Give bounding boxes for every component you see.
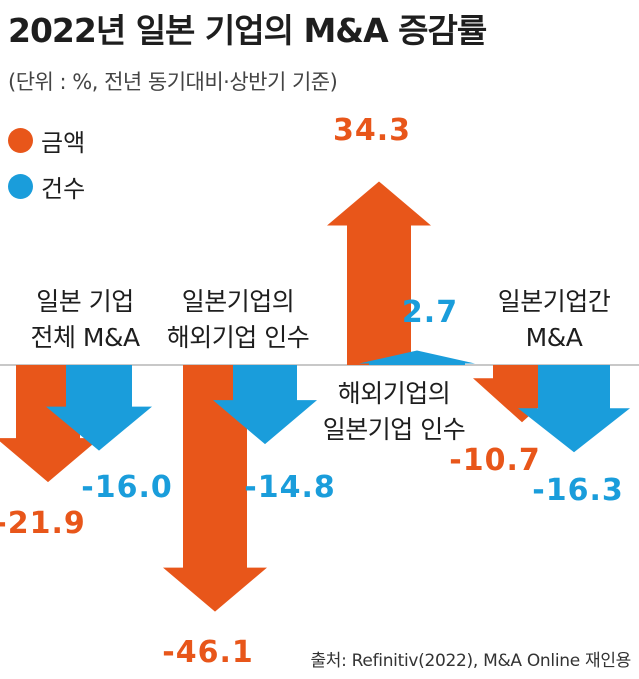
category-label-total: 일본 기업 전체 M&A	[30, 287, 140, 352]
count-value-label-1: -14.8	[244, 470, 335, 505]
legend-label-amount: 금액	[41, 128, 86, 157]
category-label-domestic: 일본기업간 M&A	[497, 287, 611, 352]
source-note: 출처: Refinitiv(2022), M&A Online 재인용	[310, 651, 631, 671]
amount-value-label-0: -21.9	[0, 506, 86, 541]
count-arrow-1	[213, 365, 317, 445]
category-label-inbound: 해외기업의 일본기업 인수	[322, 379, 466, 444]
legend-item-count: 건수	[8, 171, 86, 203]
count-value-label-3: -16.3	[532, 473, 623, 508]
count-value-label-2: 2.7	[402, 295, 458, 330]
unit-note: (단위 : %, 전년 동기대비·상반기 기준)	[8, 70, 338, 94]
count-arrow-2	[359, 350, 475, 365]
amount-arrow-2	[327, 181, 431, 365]
count-value-label-0: -16.0	[81, 470, 172, 505]
amount-value-label-2: 34.3	[333, 113, 411, 148]
legend-swatch-amount	[8, 127, 33, 153]
amount-value-label-3: -10.7	[449, 443, 540, 478]
legend-item-amount: 금액	[8, 125, 86, 157]
count-arrow-0	[46, 365, 152, 451]
category-label-outbound: 일본기업의 해외기업 인수	[166, 287, 310, 352]
amount-arrow-1	[163, 365, 267, 612]
amount-value-label-1: -46.1	[162, 635, 253, 670]
count-arrow-3	[518, 365, 630, 453]
chart-title: 2022년 일본 기업의 M&A 증감률	[8, 11, 487, 50]
legend-label-count: 건수	[41, 174, 86, 203]
legend-swatch-count	[8, 173, 33, 199]
